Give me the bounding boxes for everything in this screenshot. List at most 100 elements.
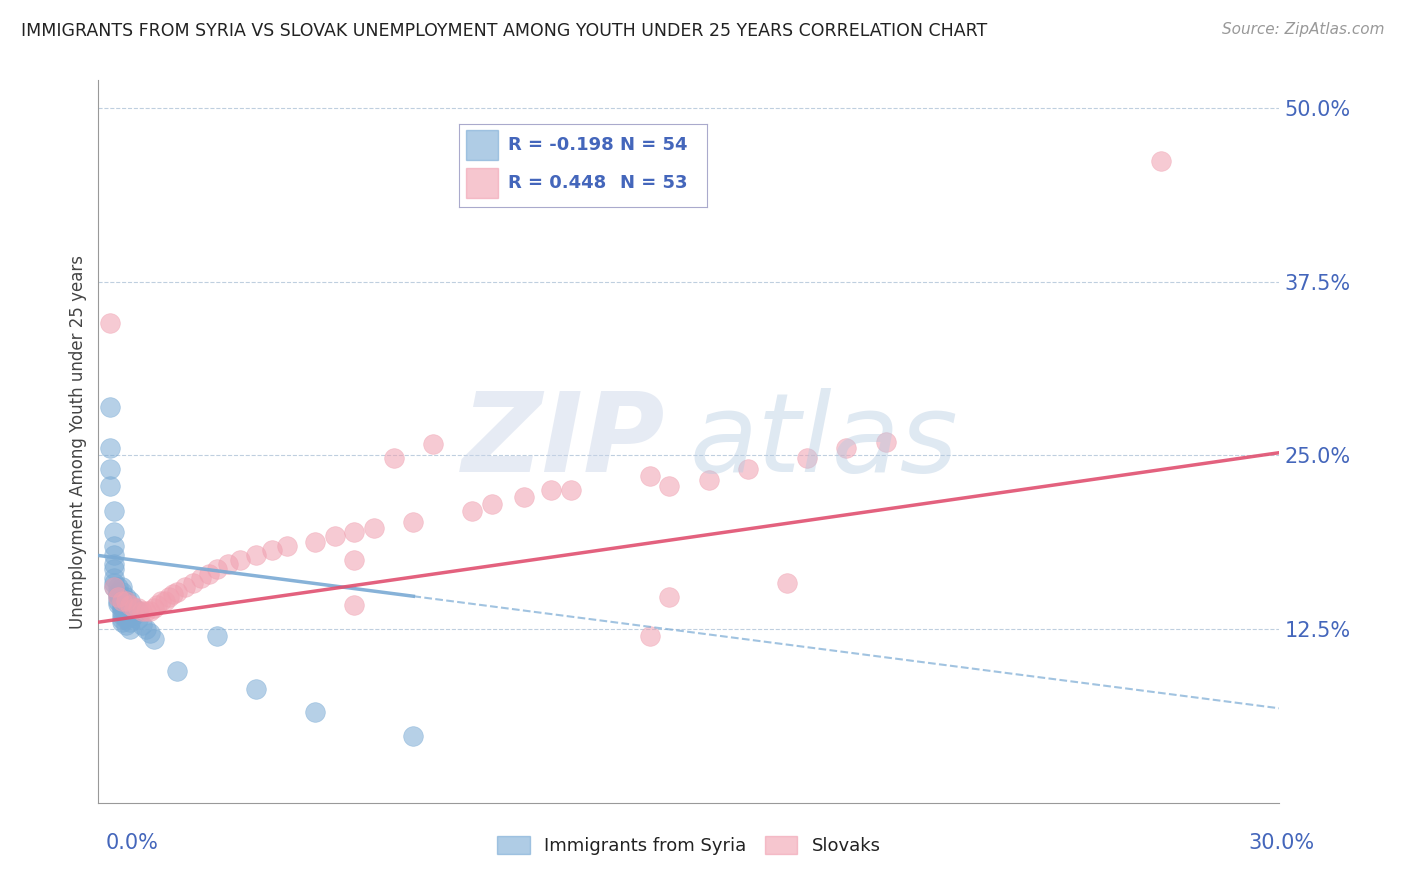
- Point: [103, 581, 125, 595]
- Point: [127, 612, 149, 626]
- Point: [157, 590, 180, 604]
- Point: [115, 608, 138, 623]
- Point: [461, 504, 484, 518]
- Point: [776, 576, 799, 591]
- Point: [98, 317, 121, 331]
- Point: [174, 581, 197, 595]
- Point: [111, 615, 134, 630]
- Point: [131, 604, 153, 618]
- Point: [115, 590, 138, 604]
- Point: [217, 557, 239, 571]
- Legend: Immigrants from Syria, Slovaks: Immigrants from Syria, Slovaks: [491, 829, 887, 863]
- Point: [103, 539, 125, 553]
- Point: [107, 590, 129, 604]
- Point: [155, 594, 177, 608]
- Text: 30.0%: 30.0%: [1249, 833, 1315, 853]
- Point: [197, 566, 219, 581]
- Point: [115, 618, 138, 632]
- Point: [658, 590, 681, 604]
- Point: [122, 601, 145, 615]
- Point: [229, 552, 252, 566]
- Point: [737, 462, 759, 476]
- Point: [107, 594, 129, 608]
- Point: [127, 604, 149, 618]
- Point: [118, 615, 141, 630]
- Point: [107, 587, 129, 601]
- Point: [323, 529, 346, 543]
- Point: [111, 612, 134, 626]
- Point: [638, 469, 661, 483]
- Point: [115, 604, 138, 618]
- Point: [190, 571, 212, 585]
- Point: [107, 597, 129, 611]
- Point: [111, 594, 134, 608]
- Point: [697, 474, 720, 488]
- Point: [115, 594, 138, 608]
- Point: [107, 584, 129, 599]
- Point: [1150, 153, 1173, 168]
- Point: [122, 608, 145, 623]
- Point: [138, 626, 160, 640]
- Point: [402, 729, 425, 743]
- Point: [103, 524, 125, 539]
- Point: [98, 442, 121, 456]
- Point: [122, 601, 145, 615]
- Point: [111, 594, 134, 608]
- Text: Source: ZipAtlas.com: Source: ZipAtlas.com: [1222, 22, 1385, 37]
- Point: [103, 562, 125, 576]
- Point: [245, 681, 267, 696]
- Point: [166, 664, 188, 678]
- Point: [560, 483, 582, 498]
- Point: [118, 594, 141, 608]
- Point: [115, 594, 138, 608]
- Point: [98, 400, 121, 414]
- Point: [111, 601, 134, 615]
- Point: [245, 549, 267, 563]
- Point: [658, 479, 681, 493]
- Point: [118, 622, 141, 636]
- Point: [304, 706, 326, 720]
- Point: [118, 601, 141, 615]
- Point: [98, 462, 121, 476]
- Text: atlas: atlas: [689, 388, 957, 495]
- Point: [481, 497, 503, 511]
- Point: [142, 632, 165, 646]
- Point: [103, 557, 125, 571]
- Point: [138, 604, 160, 618]
- Point: [205, 629, 228, 643]
- Point: [107, 590, 129, 604]
- Point: [115, 612, 138, 626]
- Point: [115, 599, 138, 613]
- Point: [166, 584, 188, 599]
- Point: [111, 604, 134, 618]
- Point: [512, 490, 534, 504]
- Point: [107, 581, 129, 595]
- Point: [135, 622, 157, 636]
- Point: [111, 584, 134, 599]
- Point: [796, 451, 818, 466]
- Point: [103, 504, 125, 518]
- Point: [343, 599, 366, 613]
- Point: [111, 608, 134, 623]
- Point: [276, 539, 298, 553]
- Text: ZIP: ZIP: [461, 388, 665, 495]
- Point: [103, 571, 125, 585]
- Point: [98, 479, 121, 493]
- Point: [135, 604, 157, 618]
- Text: IMMIGRANTS FROM SYRIA VS SLOVAK UNEMPLOYMENT AMONG YOUTH UNDER 25 YEARS CORRELAT: IMMIGRANTS FROM SYRIA VS SLOVAK UNEMPLOY…: [21, 22, 987, 40]
- Point: [422, 437, 444, 451]
- Point: [127, 601, 149, 615]
- Point: [150, 594, 173, 608]
- Point: [103, 576, 125, 591]
- Point: [304, 534, 326, 549]
- Point: [205, 562, 228, 576]
- Point: [540, 483, 562, 498]
- Point: [111, 599, 134, 613]
- Point: [343, 552, 366, 566]
- Point: [146, 599, 169, 613]
- Point: [382, 451, 405, 466]
- Point: [111, 581, 134, 595]
- Point: [118, 599, 141, 613]
- Point: [162, 587, 184, 601]
- Point: [103, 549, 125, 563]
